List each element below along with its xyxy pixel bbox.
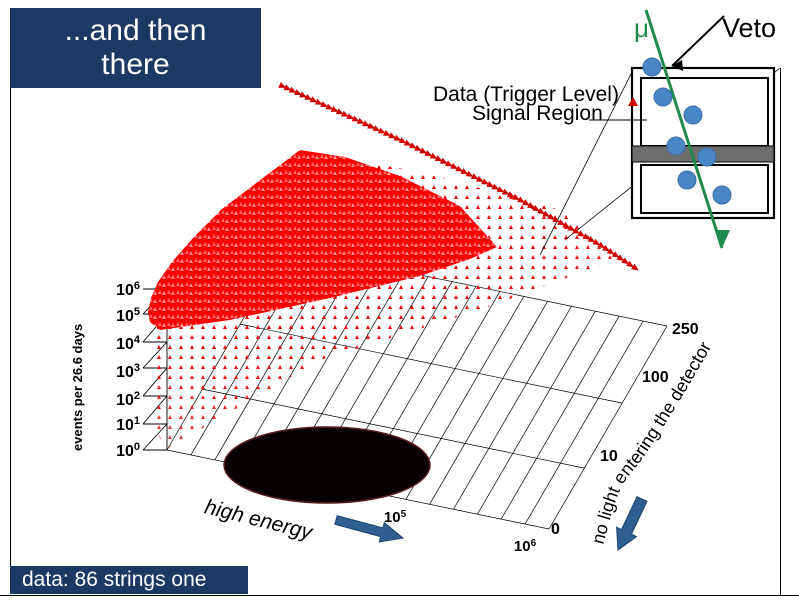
svg-text:100: 100 <box>116 441 140 460</box>
svg-text:102: 102 <box>116 390 140 409</box>
svg-text:104: 104 <box>116 334 141 353</box>
svg-text:Veto: Veto <box>722 13 776 43</box>
svg-text:100: 100 <box>642 369 669 386</box>
svg-text:105: 105 <box>116 306 140 325</box>
svg-text:103: 103 <box>116 362 140 381</box>
svg-text:0: 0 <box>551 521 560 538</box>
svg-text:10: 10 <box>600 448 618 465</box>
svg-text:μ: μ <box>634 13 649 43</box>
svg-text:250: 250 <box>672 321 699 338</box>
svg-text:105: 105 <box>384 509 407 527</box>
svg-text:106: 106 <box>116 280 140 299</box>
svg-text:Signal Region: Signal Region <box>472 102 603 125</box>
svg-text:101: 101 <box>116 415 140 434</box>
svg-text:106: 106 <box>514 538 537 556</box>
